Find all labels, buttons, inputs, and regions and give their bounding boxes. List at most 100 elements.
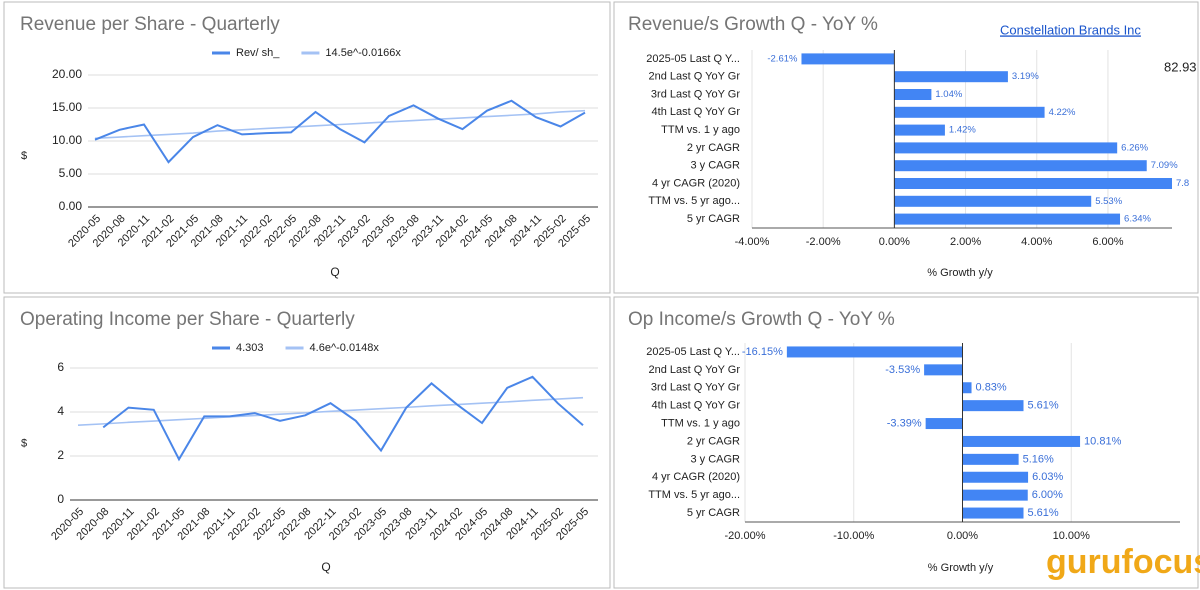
logo: gurufocus [1046, 543, 1200, 581]
series-line [94, 109, 586, 140]
value-label: -16.15% [742, 346, 783, 358]
category-label: TTM vs. 5 yr ago... [648, 489, 740, 501]
y-tick-label: 2 [57, 448, 64, 462]
bar [894, 106, 1045, 118]
value-label: 7.8 [1176, 178, 1189, 189]
x-tick-label: -2.00% [806, 236, 841, 248]
value-label: -3.53% [885, 364, 920, 376]
bar [962, 382, 972, 394]
value-label: 6.26% [1121, 142, 1148, 153]
x-tick-label: -10.00% [833, 530, 874, 542]
chart-title: Op Income/s Growth Q - YoY % [628, 309, 895, 330]
series-line [102, 375, 584, 462]
bar [894, 160, 1147, 172]
bar [894, 195, 1092, 207]
value-label: 1.42% [949, 125, 976, 136]
x-tick-label: -20.00% [725, 530, 766, 542]
category-label: 3rd Last Q YoY Gr [651, 382, 740, 394]
bar [962, 489, 1028, 501]
panel-border [3, 296, 611, 589]
y-tick-label: 15.00 [52, 100, 82, 114]
category-label: 4th Last Q YoY Gr [652, 400, 741, 412]
y-axis-label: $ [21, 150, 27, 162]
bar [962, 400, 1024, 412]
category-label: 4th Last Q YoY Gr [652, 106, 741, 118]
bar [962, 471, 1029, 483]
value-label: -2.61% [767, 53, 798, 64]
category-label: 2025-05 Last Q Y... [646, 346, 740, 358]
y-tick-label: 6 [57, 360, 64, 374]
bar [925, 418, 963, 430]
x-tick-label: 6.00% [1092, 236, 1123, 248]
y-tick-label: 4 [57, 404, 64, 418]
x-tick-label: 2.00% [950, 236, 981, 248]
legend-label: 4.6e^-0.0148x [310, 342, 380, 354]
category-label: 4 yr CAGR (2020) [652, 471, 740, 483]
bar [894, 124, 945, 136]
x-tick-label: 0.00% [879, 236, 910, 248]
x-axis-label: Q [321, 560, 330, 574]
category-label: 3 y CAGR [690, 160, 740, 172]
value-label: 5.53% [1095, 196, 1122, 207]
bar [962, 453, 1019, 465]
category-label: TTM vs. 1 y ago [661, 124, 740, 136]
y-tick-label: 20.00 [52, 67, 82, 81]
series-line [77, 396, 584, 426]
x-tick-label: 0.00% [947, 530, 978, 542]
bar [962, 507, 1024, 519]
value-label: 5.61% [1028, 507, 1059, 519]
chart-title: Revenue per Share - Quarterly [20, 14, 280, 35]
value-label: 6.03% [1032, 471, 1063, 483]
x-axis-label: Q [330, 265, 339, 279]
stray-value: 82.93 [1164, 59, 1197, 74]
panel-border [3, 1, 611, 294]
category-label: TTM vs. 1 y ago [661, 417, 740, 429]
x-axis-label: % Growth y/y [927, 267, 993, 279]
company-link[interactable]: Constellation Brands Inc [1000, 22, 1141, 37]
bar [894, 213, 1121, 225]
category-label: TTM vs. 5 yr ago... [648, 195, 740, 207]
y-tick-label: 10.00 [52, 133, 82, 147]
x-tick-label: 10.00% [1053, 530, 1091, 542]
legend-label: Rev/ sh_ [236, 47, 280, 59]
y-axis-label: $ [21, 437, 27, 449]
value-label: 3.19% [1012, 71, 1039, 82]
panel-border [613, 296, 1199, 589]
category-label: 3rd Last Q YoY Gr [651, 88, 740, 100]
x-axis-label: % Growth y/y [928, 562, 994, 574]
value-label: 5.16% [1023, 453, 1054, 465]
value-label: 4.22% [1049, 107, 1076, 118]
category-label: 2 yr CAGR [687, 142, 740, 154]
category-label: 5 yr CAGR [687, 507, 740, 519]
bar [894, 178, 1172, 189]
y-tick-label: 0.00 [59, 199, 83, 213]
category-label: 3 y CAGR [690, 453, 740, 465]
bar [962, 435, 1081, 447]
x-tick-label: -4.00% [735, 236, 770, 248]
value-label: 6.34% [1124, 214, 1151, 225]
bar [801, 53, 895, 65]
y-tick-label: 5.00 [59, 166, 83, 180]
value-label: 10.81% [1084, 435, 1122, 447]
bar [894, 142, 1118, 154]
bar [786, 346, 963, 358]
value-label: 5.61% [1028, 400, 1059, 412]
y-tick-label: 0 [57, 492, 64, 506]
series-line [94, 99, 586, 164]
category-label: 2025-05 Last Q Y... [646, 53, 740, 65]
bar [894, 71, 1008, 83]
legend-label: 14.5e^-0.0166x [325, 47, 401, 59]
x-tick-label: 4.00% [1021, 236, 1052, 248]
category-label: 4 yr CAGR (2020) [652, 177, 740, 189]
chart-title: Revenue/s Growth Q - YoY % [628, 14, 878, 35]
value-label: 1.04% [935, 89, 962, 100]
category-label: 2 yr CAGR [687, 435, 740, 447]
value-label: 6.00% [1032, 489, 1063, 501]
value-label: -3.39% [887, 417, 922, 429]
category-label: 2nd Last Q YoY Gr [648, 364, 740, 376]
bar [894, 89, 932, 100]
chart-title: Operating Income per Share - Quarterly [20, 309, 355, 330]
